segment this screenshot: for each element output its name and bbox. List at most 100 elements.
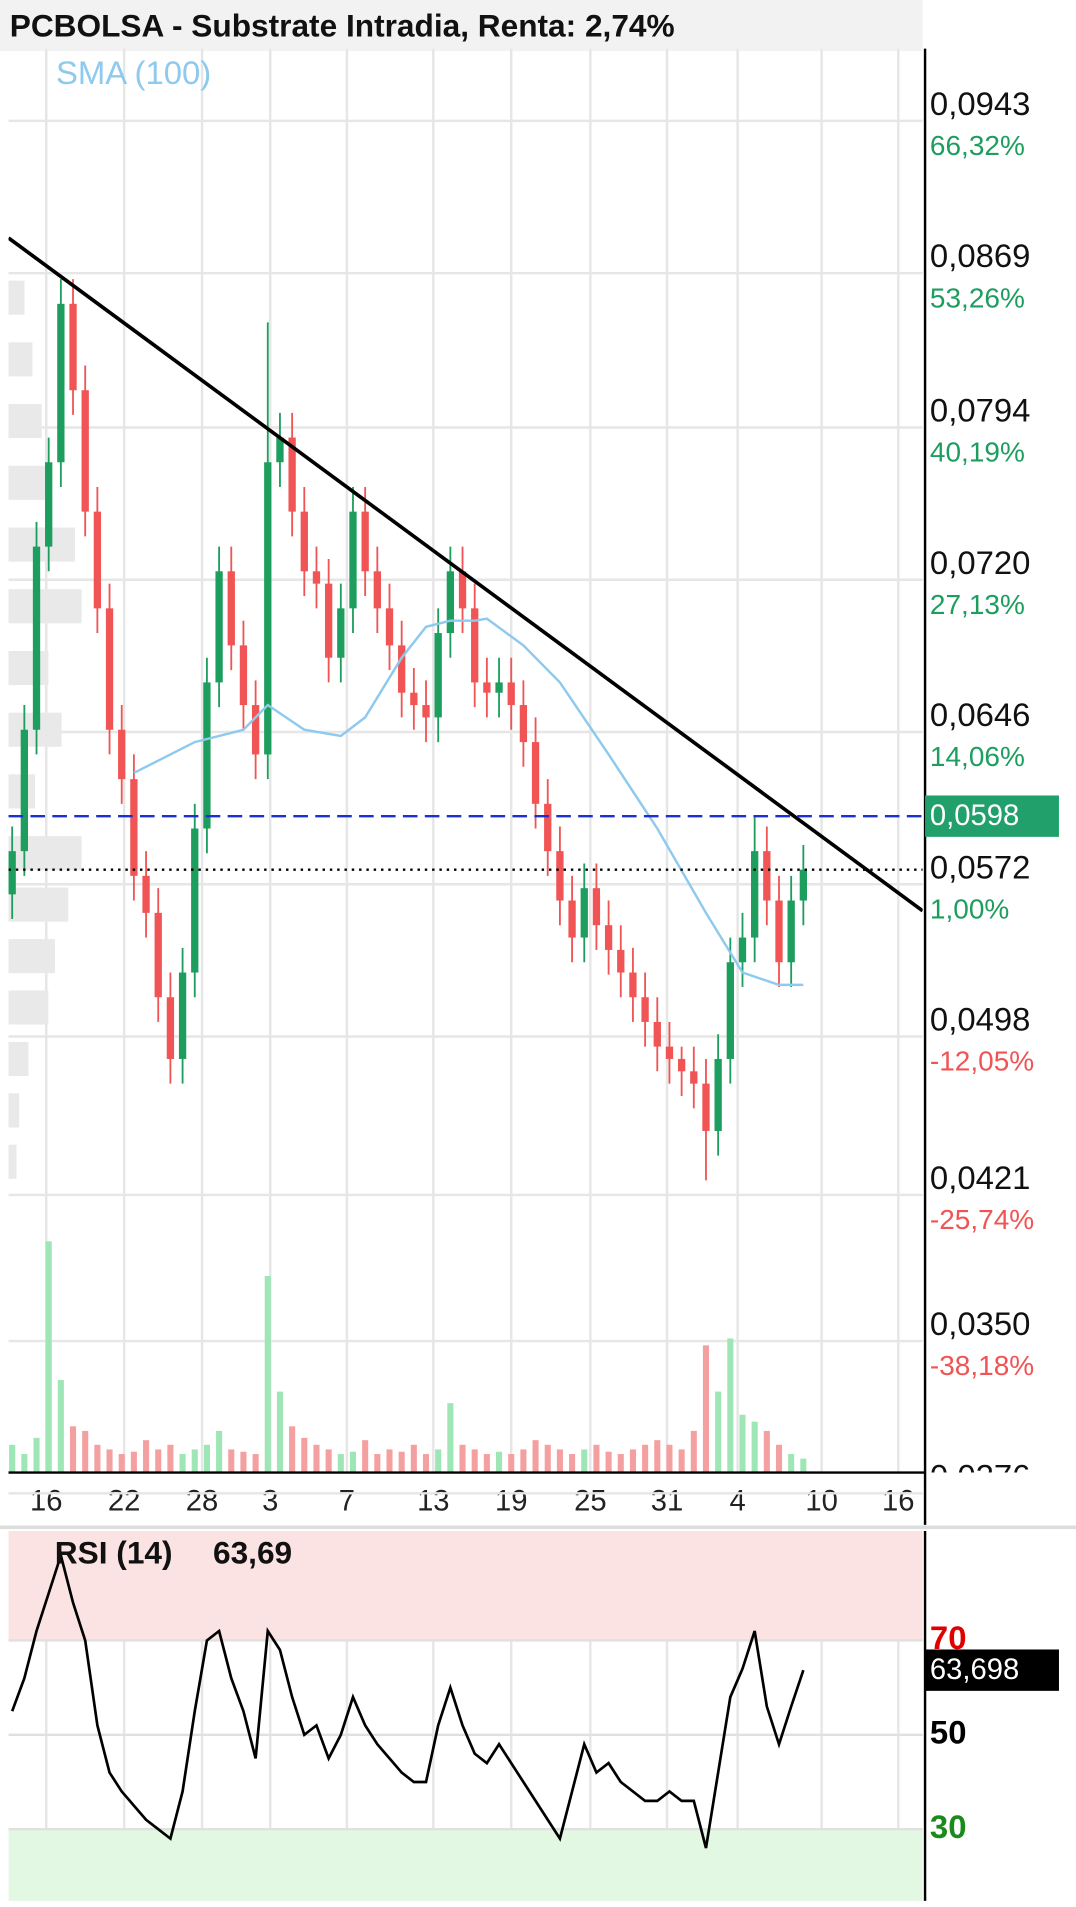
candle-body xyxy=(8,851,16,895)
candle-body xyxy=(57,303,65,463)
x-tick-label: 3 xyxy=(262,1486,278,1518)
candle-body xyxy=(507,682,515,706)
candle-body xyxy=(629,972,637,998)
x-tick-label: 19 xyxy=(495,1486,527,1518)
y-tick-label: 0,0572 xyxy=(930,848,1031,885)
volume-bar xyxy=(410,1444,417,1473)
volume-bar xyxy=(702,1345,710,1473)
candle-body xyxy=(361,511,369,572)
candle-body xyxy=(239,645,248,706)
candle-body xyxy=(166,997,175,1059)
candle-body xyxy=(203,682,211,829)
volume-profile-bar xyxy=(8,465,46,500)
volume-bar xyxy=(666,1444,673,1473)
y-tick-change: -25,74% xyxy=(930,1204,1034,1235)
candle-body xyxy=(300,511,308,572)
volume-bar xyxy=(775,1444,783,1473)
volume-bar xyxy=(788,1454,795,1473)
volume-bar xyxy=(617,1454,624,1473)
volume-profile-bar xyxy=(8,836,82,871)
rsi-marker-box xyxy=(925,1649,1059,1691)
candle-body xyxy=(105,608,114,730)
volume-bar xyxy=(605,1451,612,1473)
candle-body xyxy=(726,962,734,1059)
volume-bar xyxy=(325,1449,332,1473)
volume-profile-bar xyxy=(8,887,69,922)
candle-body xyxy=(227,571,235,646)
candle-body xyxy=(324,583,333,658)
candle-body xyxy=(118,729,126,780)
candle-body xyxy=(665,1046,674,1059)
y-tick-change: -12,05% xyxy=(930,1046,1034,1077)
volume-bar xyxy=(155,1449,162,1473)
volume-bar xyxy=(483,1454,490,1473)
candle-body xyxy=(142,875,150,913)
y-tick-label: 0,0498 xyxy=(930,1001,1031,1038)
volume-bar xyxy=(422,1454,430,1473)
x-tick-label: 22 xyxy=(108,1486,140,1518)
candle-body xyxy=(799,869,807,901)
candle-body xyxy=(641,997,649,1022)
volume-profile-bar xyxy=(8,342,33,377)
candle-body xyxy=(458,571,467,609)
candle-body xyxy=(154,912,162,998)
volume-bar xyxy=(532,1440,539,1473)
candle-body xyxy=(604,925,613,950)
volume-bar xyxy=(447,1403,454,1473)
volume-bar xyxy=(264,1275,271,1473)
candle-body xyxy=(531,742,540,804)
candle-body xyxy=(702,1083,710,1131)
candle-body xyxy=(410,692,418,706)
rsi-line xyxy=(10,1550,805,1849)
candle-body xyxy=(93,511,102,609)
volume-bar xyxy=(569,1454,576,1473)
volume-bar xyxy=(349,1451,357,1473)
y-tick-label: 0,0869 xyxy=(930,237,1031,274)
x-tick-label: 31 xyxy=(651,1486,683,1518)
candle-body xyxy=(251,705,260,755)
volume-bar xyxy=(57,1380,64,1473)
volume-profile-bar xyxy=(8,990,49,1025)
candle-body xyxy=(775,900,783,963)
x-tick-label: 10 xyxy=(805,1486,837,1518)
marker-label: 0,0598 xyxy=(930,800,1019,832)
candle-body xyxy=(349,511,357,609)
volume-bar xyxy=(556,1449,563,1473)
candle-body xyxy=(568,900,576,938)
volume-bar xyxy=(203,1444,210,1473)
volume-profile-bar xyxy=(8,589,82,624)
candle-body xyxy=(385,608,394,646)
candle-body xyxy=(690,1071,698,1084)
volume-profile-bar xyxy=(8,650,49,686)
volume-bar xyxy=(520,1449,527,1473)
y-tick-change: 40,19% xyxy=(930,437,1025,468)
volume-bar xyxy=(276,1391,283,1473)
x-tick-label: 16 xyxy=(30,1486,62,1518)
x-tick-label: 4 xyxy=(729,1486,745,1518)
volume-bar xyxy=(496,1451,503,1473)
y-tick-change: 14,06% xyxy=(930,741,1025,772)
volume-bar xyxy=(715,1391,722,1473)
volume-bar xyxy=(33,1437,40,1473)
volume-profile-bar xyxy=(8,280,25,315)
volume-bar xyxy=(581,1449,588,1473)
candle-body xyxy=(178,972,187,1059)
candle-body xyxy=(312,571,321,584)
rsi-value: 63,69 xyxy=(213,1535,292,1571)
candle-body xyxy=(398,645,406,693)
x-tick-label: 13 xyxy=(417,1486,449,1518)
y-tick-label: 0,0646 xyxy=(930,696,1031,733)
volume-bar xyxy=(21,1454,28,1473)
volume-bar xyxy=(508,1454,515,1473)
candle-body xyxy=(738,937,747,963)
candle-body xyxy=(580,888,588,938)
volume-bar xyxy=(167,1444,174,1473)
candle-body xyxy=(81,390,89,512)
title-bar xyxy=(0,0,923,52)
candle-body xyxy=(337,608,345,658)
candle-body xyxy=(422,705,430,718)
volume-bar xyxy=(398,1451,405,1473)
y-tick-change: -38,18% xyxy=(930,1350,1034,1381)
volume-bar xyxy=(654,1440,661,1473)
